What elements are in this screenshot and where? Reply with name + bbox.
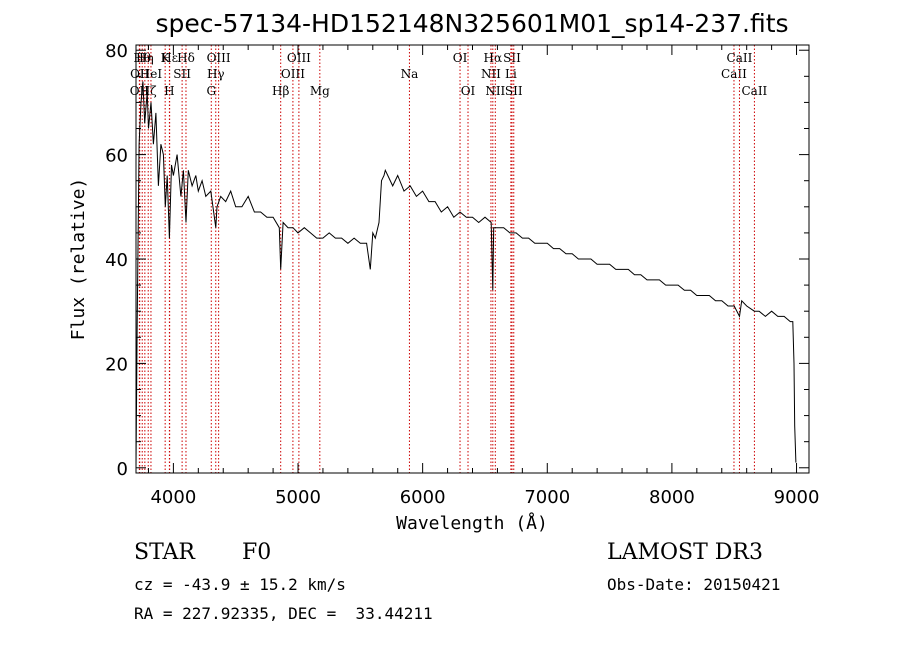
x-tick-label: 5000 [275, 487, 321, 508]
survey-name: LAMOST DR3 [607, 540, 763, 565]
line-label: HeI [140, 67, 163, 81]
line-label: Hε [161, 51, 178, 65]
line-label: Na [401, 67, 419, 81]
spectral-line-markers: OIIOIIHθHηHζHeIKSIIHHεHδGHγOIIIHβOIIIOII… [130, 45, 768, 473]
spectrum-line [135, 81, 797, 468]
x-axis: 4000 5000 6000 7000 8000 9000 [147, 45, 820, 508]
redshift-readout: cz = -43.9 ± 15.2 km/s [134, 575, 346, 594]
line-label: OIII [207, 51, 231, 65]
y-tick-label: 80 [105, 41, 128, 62]
chart-title: spec-57134-HD152148N325601M01_sp14-237.f… [155, 9, 788, 38]
line-label: SII [503, 51, 521, 65]
line-label: SII [505, 84, 523, 98]
observation-date: Obs-Date: 20150421 [607, 575, 781, 594]
line-label: Hζ [140, 84, 157, 98]
subclass: F0 [242, 540, 272, 565]
line-label: Hθ [133, 51, 151, 65]
y-tick-label: 60 [105, 146, 128, 167]
plot-frame [135, 44, 810, 474]
line-label: CaII [741, 84, 767, 98]
x-tick-label: 9000 [774, 487, 820, 508]
x-tick-label: 4000 [150, 487, 196, 508]
line-label: OI [453, 51, 468, 65]
object-class: STAR [134, 540, 195, 565]
y-tick-label: 40 [105, 250, 128, 271]
x-tick-label: 7000 [524, 487, 570, 508]
line-label: NII [481, 67, 501, 81]
coordinates-readout: RA = 227.92335, DEC = 33.44211 [134, 604, 433, 623]
line-label: G [206, 84, 216, 98]
line-label: Hη [136, 51, 154, 65]
line-label: Li [505, 67, 517, 81]
line-label: NII [485, 84, 505, 98]
y-axis-label: Flux (relative) [68, 178, 89, 341]
line-label: OIII [281, 67, 305, 81]
line-label: OI [461, 84, 476, 98]
line-label: K [161, 51, 171, 65]
y-axis: 0 20 40 60 80 [105, 41, 809, 480]
x-axis-label: Wavelength (Å) [396, 512, 548, 534]
x-tick-label: 6000 [400, 487, 446, 508]
line-label: OIII [287, 51, 311, 65]
line-label: Hβ [272, 84, 289, 98]
x-tick-label: 8000 [649, 487, 695, 508]
line-label: Mg [310, 84, 330, 98]
y-tick-label: 0 [117, 459, 128, 480]
line-label: SII [173, 67, 191, 81]
line-label: Hα [484, 51, 503, 65]
line-label: CaII [721, 67, 747, 81]
y-tick-label: 20 [105, 354, 128, 375]
line-label: Hδ [177, 51, 195, 65]
line-label: CaII [727, 51, 753, 65]
line-label: Hγ [207, 67, 225, 81]
